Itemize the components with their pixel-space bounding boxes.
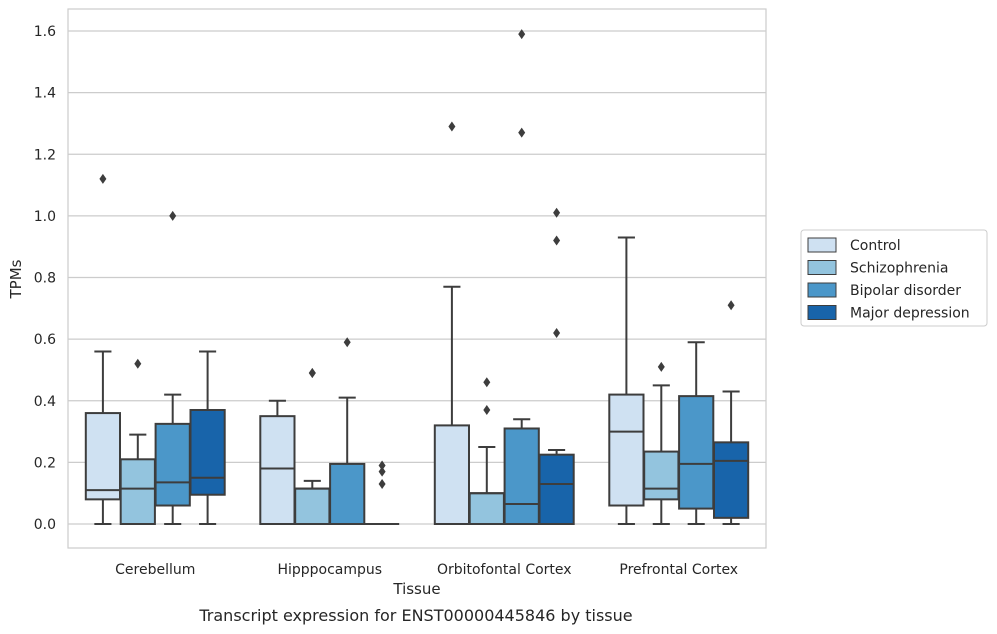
outlier-point — [553, 327, 561, 338]
box-bipolar-disorder — [503, 29, 540, 526]
box-major-depression — [364, 460, 400, 525]
outlier-point — [448, 121, 456, 132]
box-control — [84, 173, 122, 525]
legend-swatch — [807, 282, 837, 298]
y-tick-labels: 0.0 0.2 0.4 0.6 0.8 1.0 1.2 1.4 1.6 — [34, 24, 56, 533]
plot-frame — [67, 8, 767, 549]
iqr-box — [608, 393, 645, 507]
y-tick-label: 0.0 — [34, 517, 56, 533]
outlier-point — [657, 361, 665, 372]
y-tick-label: 1.2 — [34, 147, 56, 163]
outlier-point — [134, 358, 142, 369]
outlier-point — [308, 368, 316, 379]
outlier-point — [553, 207, 561, 218]
iqr-box — [189, 408, 226, 496]
iqr-box — [503, 427, 540, 526]
y-tick-label: 1.6 — [34, 24, 56, 40]
iqr-box — [329, 462, 366, 525]
iqr-box — [433, 424, 471, 525]
legend-entry-label: Schizophrenia — [850, 261, 948, 277]
figure-caption: Transcript expression for ENST0000044584… — [199, 606, 633, 625]
box-bipolar-disorder — [329, 337, 366, 525]
box-schizophrenia — [468, 377, 505, 525]
legend-swatch — [807, 305, 837, 320]
outlier-point — [553, 235, 561, 246]
x-tick-label: Prefrontal Cortex — [619, 562, 738, 578]
legend-entry-label: Control — [850, 238, 901, 254]
outlier-point — [99, 173, 107, 184]
iqr-box — [84, 412, 122, 501]
box-control — [608, 236, 645, 525]
outlier-point — [378, 478, 386, 489]
iqr-box — [259, 415, 296, 525]
x-tick-labels: Cerebellum Hipppocampus Orbitofontal Corte… — [115, 562, 738, 578]
legend-frame — [800, 229, 988, 327]
y-tick-label: 1.0 — [34, 209, 56, 225]
x-tick-label: Cerebellum — [115, 562, 195, 578]
outlier-point — [518, 29, 526, 40]
y-tick-label: 0.6 — [34, 332, 56, 348]
legend-entry-label: Major depression — [850, 306, 970, 322]
box-schizophrenia — [643, 361, 680, 525]
box-major-depression — [712, 300, 750, 525]
box-major-depression — [189, 350, 226, 525]
y-axis-label: TPMs — [7, 259, 25, 299]
box-control — [433, 121, 471, 525]
legend-swatch — [807, 260, 837, 275]
box-schizophrenia — [119, 358, 156, 526]
outlier-point — [483, 404, 491, 415]
box-series — [84, 29, 750, 526]
legend: Control Schizophrenia Bipolar disorder Majo… — [800, 229, 988, 327]
outlier-point — [518, 127, 526, 138]
box-major-depression — [538, 207, 575, 525]
outlier-point — [378, 460, 386, 471]
iqr-box — [154, 422, 191, 507]
x-tick-label: Hipppocampus — [277, 562, 382, 578]
box-control — [259, 399, 296, 525]
iqr-box — [538, 453, 575, 525]
y-tick-label: 0.8 — [34, 271, 56, 287]
outlier-point — [169, 210, 177, 221]
outlier-point — [343, 337, 351, 348]
iqr-box — [294, 487, 331, 525]
x-tick-label: Orbitofontal Cortex — [437, 562, 572, 578]
box-bipolar-disorder — [154, 210, 191, 525]
outlier-point — [483, 377, 491, 388]
x-axis-label: Tissue — [392, 580, 440, 598]
y-tick-label: 0.2 — [34, 455, 56, 471]
y-tick-label: 0.4 — [34, 394, 56, 410]
box-schizophrenia — [294, 368, 331, 525]
iqr-box — [678, 395, 715, 510]
iqr-box — [643, 450, 680, 501]
outlier-point — [727, 300, 735, 311]
box-bipolar-disorder — [678, 341, 715, 525]
legend-swatch — [807, 237, 837, 253]
iqr-box — [468, 492, 505, 525]
legend-entry-label: Bipolar disorder — [850, 283, 961, 299]
iqr-box — [712, 441, 750, 519]
iqr-box — [119, 458, 156, 526]
y-tick-label: 1.4 — [34, 86, 56, 102]
outlier-point — [378, 466, 386, 477]
